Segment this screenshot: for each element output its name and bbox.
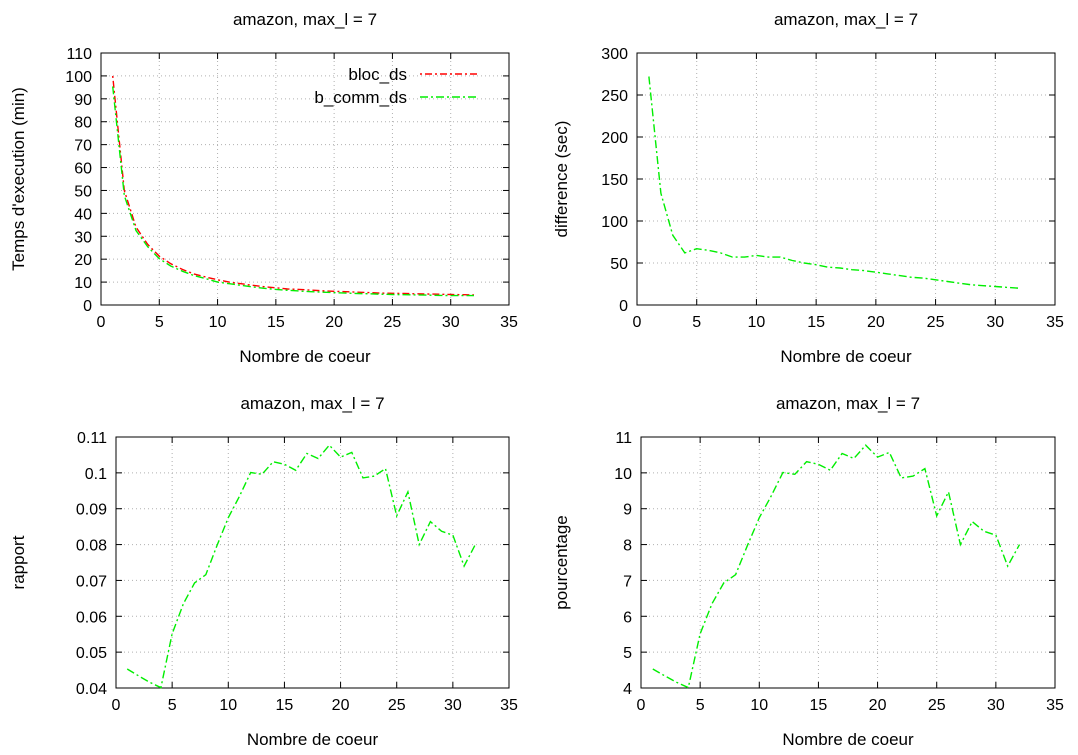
x-tick-label: 20 [869,697,887,714]
series-line-series-0 [648,76,1020,289]
x-tick-label: 15 [267,314,285,331]
y-tick-label: 40 [74,206,92,223]
x-tick-label: 10 [748,314,766,331]
chart-title: amazon, max_l = 7 [774,10,918,29]
y-tick-label: 150 [601,172,628,189]
x-tick-label: 10 [219,697,237,714]
x-tick-label: 10 [209,314,227,331]
y-tick-label: 10 [74,275,92,292]
x-tick-label: 25 [388,697,406,714]
y-tick-label: 60 [74,161,92,178]
y-tick-label: 5 [623,645,632,662]
x-tick-label: 25 [928,697,946,714]
x-tick-label: 15 [807,314,825,331]
chart-difference: 0 5 10 15 20 25 30 35 0 50 100 150 200 250 300 amazon, … [552,10,1064,366]
y-tick-label: 80 [74,115,92,132]
chart-ratio: 0 5 10 15 20 25 30 35 0.04 0.05 0.06 0.07 0.08 0.09 0.… [9,394,518,749]
x-tick-label: 35 [500,314,518,331]
plot-frame [640,436,1056,689]
y-tick-label: 0.04 [76,681,107,698]
x-tick-label: 5 [155,314,164,331]
x-tick-label: 25 [927,314,945,331]
x-tick-label: 5 [168,697,177,714]
y-axis-label: Temps d'execution (min) [9,87,28,271]
chart-title: amazon, max_l = 7 [240,394,384,413]
x-axis-label: Nombre de coeur [782,730,914,749]
x-tick-label: 25 [384,314,402,331]
chart-percentage: 0 5 10 15 20 25 30 35 4 5 6 7 8 9 10 11 amazon, max_l = … [552,394,1064,749]
plot-frame [100,52,510,306]
y-tick-label: 4 [623,681,632,698]
y-tick-label: 6 [623,609,632,626]
series-line-series-0 [652,444,1021,689]
y-tick-label: 250 [601,88,628,105]
x-tick-label: 35 [500,697,518,714]
x-tick-label: 5 [696,697,705,714]
series-line-bloc_ds [112,75,475,296]
x-axis-label: Nombre de coeur [780,347,912,366]
x-tick-label: 10 [750,697,768,714]
x-tick-label: 30 [986,314,1004,331]
y-axis-label: difference (sec) [552,121,571,238]
x-tick-label: 35 [1046,697,1064,714]
x-tick-label: 0 [97,314,106,331]
x-tick-label: 15 [810,697,828,714]
y-tick-label: 110 [66,46,92,63]
x-tick-label: 15 [276,697,294,714]
x-tick-label: 0 [633,314,642,331]
y-tick-label: 200 [601,130,628,147]
y-tick-label: 0.06 [76,609,107,626]
y-tick-label: 50 [74,183,92,200]
x-tick-label: 20 [325,314,343,331]
plot-frame [115,436,510,689]
series-line-b_comm_ds [112,86,474,297]
y-tick-label: 0.11 [77,430,107,447]
chart-title: amazon, max_l = 7 [776,394,920,413]
y-tick-label: 90 [74,92,92,109]
y-tick-label: 0.05 [76,645,107,662]
y-tick-label: 0.1 [85,466,107,483]
chart-exec-time: 0 5 10 15 20 25 30 35 0 10 20 30 40 50 60 70 80 90 100 110 a… [9,10,518,366]
legend-label: bloc_ds [348,65,407,84]
y-axis-label: pourcentage [552,515,571,610]
y-axis-label: rapport [9,535,28,589]
x-tick-label: 30 [442,314,460,331]
legend-label: b_comm_ds [314,88,407,107]
y-tick-label: 0 [619,298,628,315]
y-tick-label: 7 [623,573,632,590]
y-tick-label: 70 [74,138,92,155]
y-tick-label: 10 [614,466,632,483]
chart-title: amazon, max_l = 7 [233,10,377,29]
y-tick-label: 300 [601,46,628,63]
y-tick-label: 30 [74,229,92,246]
y-tick-label: 0.09 [76,502,107,519]
x-tick-label: 20 [867,314,885,331]
y-tick-label: 0.08 [76,538,107,555]
y-tick-label: 0 [83,298,92,315]
y-tick-label: 0.07 [76,573,107,590]
x-tick-label: 30 [444,697,462,714]
x-axis-label: Nombre de coeur [247,730,379,749]
x-tick-label: 20 [332,697,350,714]
y-tick-label: 9 [623,502,632,519]
y-tick-label: 11 [615,430,632,447]
x-tick-label: 30 [987,697,1005,714]
x-tick-label: 0 [637,697,646,714]
y-tick-label: 50 [610,256,628,273]
x-tick-label: 5 [692,314,701,331]
y-tick-label: 8 [623,538,632,555]
y-tick-label: 100 [601,214,628,231]
y-tick-label: 20 [74,252,92,269]
x-axis-label: Nombre de coeur [239,347,371,366]
y-tick-label: 100 [65,69,92,86]
x-tick-label: 0 [112,697,121,714]
x-tick-label: 35 [1046,314,1064,331]
series-line-series-0 [126,444,476,689]
